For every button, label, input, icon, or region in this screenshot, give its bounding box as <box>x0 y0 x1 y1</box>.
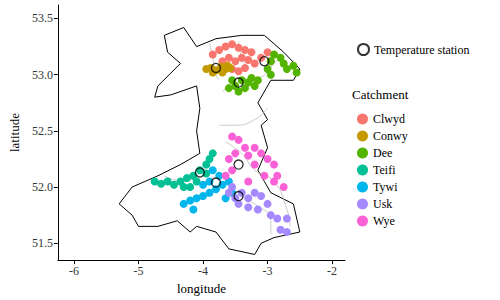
svg-text:52.0: 52.0 <box>32 180 53 194</box>
svg-text:Dee: Dee <box>373 146 392 160</box>
svg-text:-3: -3 <box>263 264 273 278</box>
svg-text:53.0: 53.0 <box>32 68 53 82</box>
svg-text:-4: -4 <box>198 264 208 278</box>
svg-text:Clwyd: Clwyd <box>373 112 405 126</box>
svg-text:Conwy: Conwy <box>373 129 408 143</box>
svg-text:-5: -5 <box>134 264 144 278</box>
svg-text:Tywi: Tywi <box>373 180 398 194</box>
svg-text:Catchment: Catchment <box>352 87 409 102</box>
svg-text:53.5: 53.5 <box>32 11 53 25</box>
svg-text:Teifi: Teifi <box>373 163 396 177</box>
svg-text:latitude: latitude <box>7 113 22 152</box>
svg-text:Temperature station: Temperature station <box>374 43 469 57</box>
svg-text:-6: -6 <box>69 264 79 278</box>
svg-text:51.5: 51.5 <box>32 236 53 250</box>
svg-text:longitude: longitude <box>177 281 226 296</box>
svg-text:Wye: Wye <box>373 214 395 228</box>
svg-text:Usk: Usk <box>373 197 392 211</box>
svg-text:-2: -2 <box>327 264 337 278</box>
svg-text:52.5: 52.5 <box>32 124 53 138</box>
